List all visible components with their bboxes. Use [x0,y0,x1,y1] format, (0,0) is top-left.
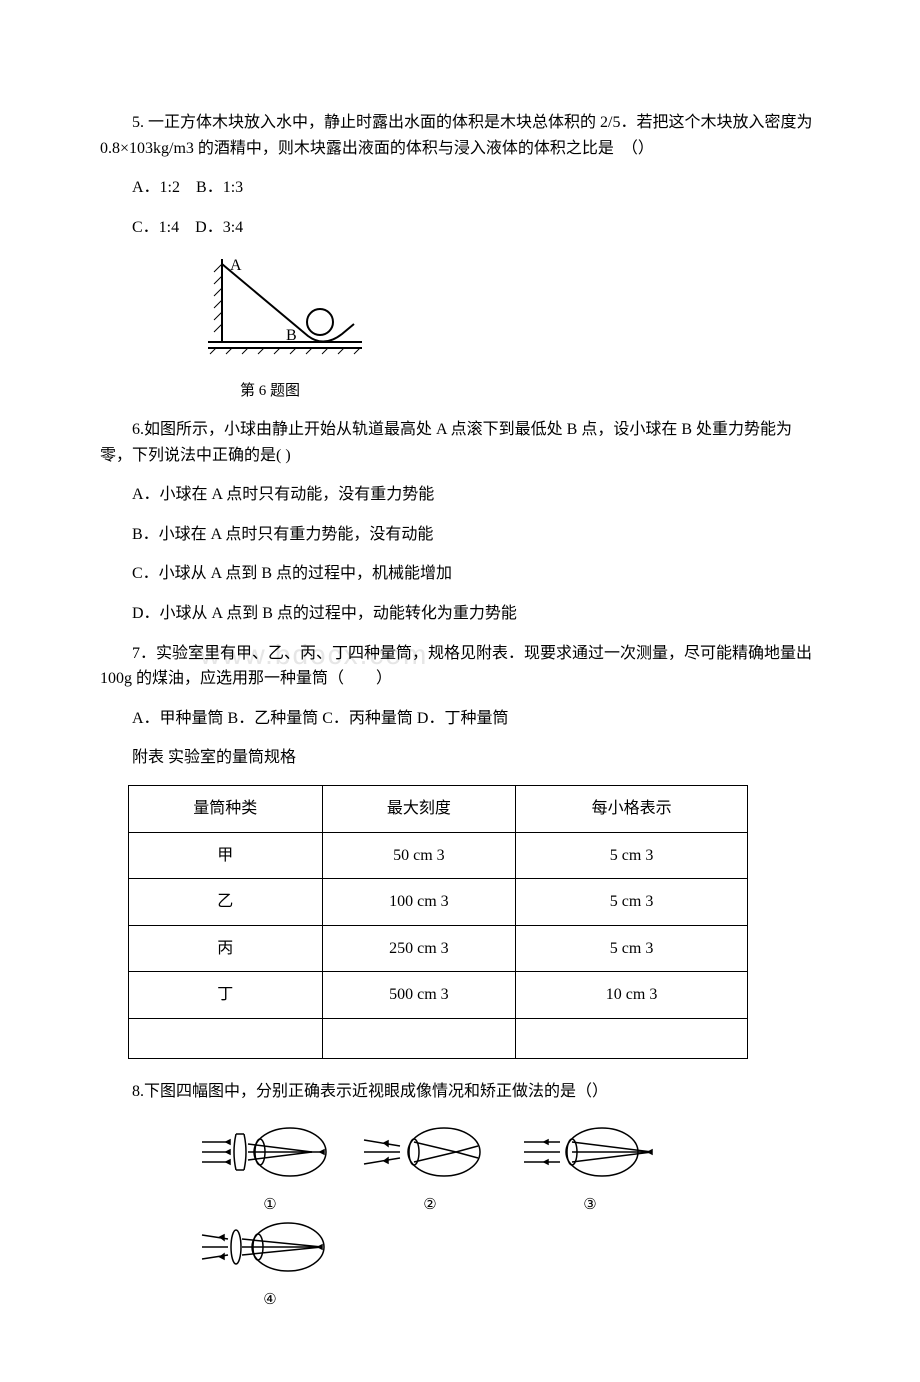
table-cell: 丙 [129,925,323,972]
q5-text: 5. 一正方体木块放入水中，静止时露出水面的体积是木块总体积的 2/5．若把这个… [100,110,820,161]
q8-num-4: ④ [200,1288,340,1312]
q6-opt-d: D．小球从 A 点到 B 点的过程中，动能转化为重力势能 [100,601,820,627]
q6-opt-b: B．小球在 A 点时只有重力势能，没有动能 [100,522,820,548]
q6-opt-c: C．小球从 A 点到 B 点的过程中，机械能增加 [100,561,820,587]
table-cell: 500 cm 3 [322,972,516,1019]
q7-opts: A．甲种量筒 B．乙种量筒 C．丙种量筒 D．丁种量筒 [100,706,820,732]
fig6-label-a: A [230,257,242,274]
table-cell: 乙 [129,879,323,926]
q8-text: 8.下图四幅图中，分别正确表示近视眼成像情况和矫正做法的是（） [100,1079,820,1105]
q5-opts-line1: A．1:2 B．1:3 [100,175,820,201]
q8-diagram-2: ② [360,1122,500,1217]
q8-num-1: ① [200,1193,340,1217]
table-cell [322,1018,516,1058]
table-cell [516,1018,748,1058]
table-cell [129,1018,323,1058]
table-cell: 50 cm 3 [322,832,516,879]
q8-num-3: ③ [520,1193,660,1217]
q8-diagram-4: ④ [200,1217,340,1312]
q5-opt-d: D．3:4 [195,219,243,236]
q6-figure: A B [200,254,820,373]
q7-table-caption: 附表 实验室的量筒规格 [100,745,820,771]
q5-opts-line2: C．1:4 D．3:4 [100,215,820,241]
q6-figure-caption: 第 6 题图 [240,379,820,403]
q8-num-2: ② [360,1193,500,1217]
table-header: 每小格表示 [516,785,748,832]
table-cell: 丁 [129,972,323,1019]
q5-opt-a: A．1:2 [132,179,180,196]
q8-diagrams: ① ② [200,1122,820,1311]
table-cell: 100 cm 3 [322,879,516,926]
table-cell: 甲 [129,832,323,879]
fig6-label-b: B [286,327,297,344]
table-header: 量筒种类 [129,785,323,832]
table-cell: 250 cm 3 [322,925,516,972]
table-header: 最大刻度 [322,785,516,832]
table-cell: 5 cm 3 [516,879,748,926]
q7-table: 量筒种类 最大刻度 每小格表示 甲 50 cm 3 5 cm 3 乙 100 c… [128,785,748,1059]
q7-text: 7．实验室里有甲、乙、丙、丁四种量筒，规格见附表．现要求通过一次测量，尽可能精确… [100,641,820,692]
table-row: 丁 500 cm 3 10 cm 3 [129,972,748,1019]
table-row: 乙 100 cm 3 5 cm 3 [129,879,748,926]
table-row: 量筒种类 最大刻度 每小格表示 [129,785,748,832]
q8-diagram-3: ③ [520,1122,660,1217]
q5-opt-b: B．1:3 [196,179,243,196]
table-cell: 10 cm 3 [516,972,748,1019]
table-cell: 5 cm 3 [516,925,748,972]
table-cell: 5 cm 3 [516,832,748,879]
table-row: 甲 50 cm 3 5 cm 3 [129,832,748,879]
table-row: 丙 250 cm 3 5 cm 3 [129,925,748,972]
q5-opt-c: C．1:4 [132,219,179,236]
q8-diagram-1: ① [200,1122,340,1217]
q6-text: 6.如图所示，小球由静止开始从轨道最高处 A 点滚下到最低处 B 点，设小球在 … [100,417,820,468]
table-row [129,1018,748,1058]
q6-opt-a: A．小球在 A 点时只有动能，没有重力势能 [100,482,820,508]
